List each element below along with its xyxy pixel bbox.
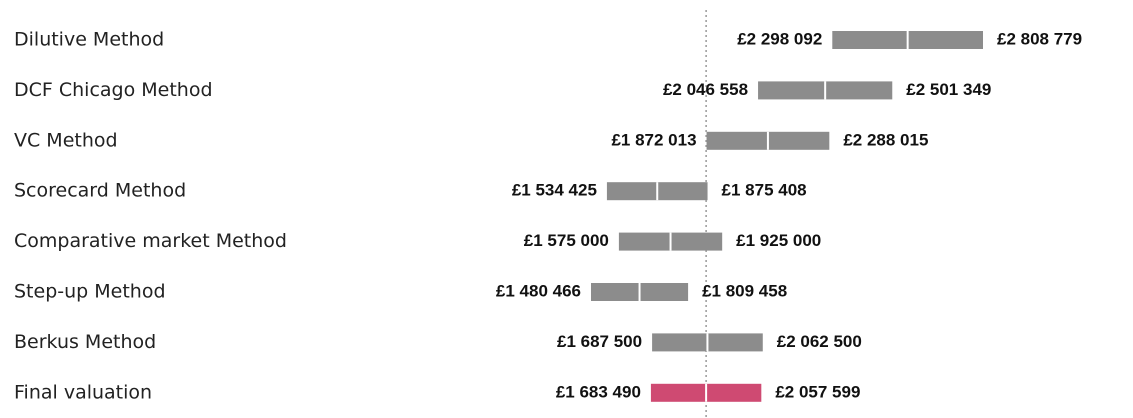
high-label: £2 062 500 [777, 332, 862, 351]
low-label: £2 046 558 [663, 80, 748, 99]
category-label: Comparative market Method [14, 230, 287, 252]
high-label: £2 808 779 [997, 29, 1082, 48]
low-label: £1 872 013 [611, 130, 696, 149]
category-label: Dilutive Method [14, 29, 164, 51]
low-label: £1 575 000 [524, 231, 609, 250]
category-label: Scorecard Method [14, 180, 186, 202]
high-label: £1 925 000 [736, 231, 821, 250]
category-label: VC Method [14, 129, 118, 151]
low-label: £1 687 500 [557, 332, 642, 351]
high-label: £2 288 015 [843, 130, 928, 149]
high-label: £2 501 349 [906, 80, 991, 99]
low-label: £1 480 466 [496, 281, 581, 300]
category-label: Step-up Method [14, 281, 166, 303]
high-label: £2 057 599 [775, 382, 860, 401]
high-label: £1 875 408 [722, 181, 807, 200]
category-label: DCF Chicago Method [14, 79, 213, 101]
low-label: £2 298 092 [737, 29, 822, 48]
high-label: £1 809 458 [702, 281, 787, 300]
low-label: £1 683 490 [556, 382, 641, 401]
category-label: Berkus Method [14, 331, 156, 353]
category-label: Final valuation [14, 381, 152, 403]
low-label: £1 534 425 [512, 181, 597, 200]
